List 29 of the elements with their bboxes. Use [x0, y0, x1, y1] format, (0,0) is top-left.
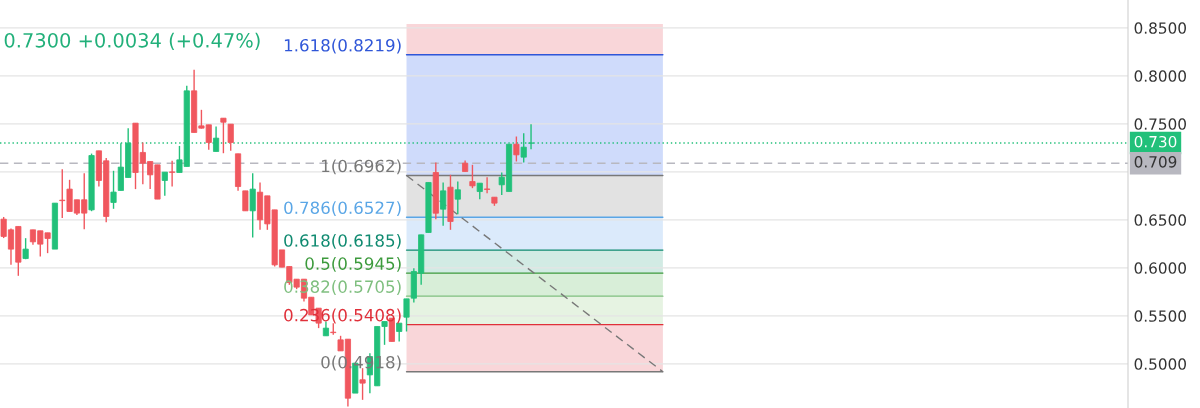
y-tick-label: 0.8500: [1134, 22, 1186, 34]
candlestick: [513, 135, 520, 163]
candlestick: [249, 172, 256, 239]
candlestick: [484, 176, 491, 194]
y-tick-label: 0.5500: [1134, 310, 1186, 322]
ref-line-label: 0.709: [1134, 156, 1177, 168]
ref-line-label: 0.730: [1134, 135, 1177, 148]
y-tick-label: 0.7500: [1134, 118, 1186, 130]
ref-line-label: 0.618(0.6185): [284, 233, 401, 249]
y-tick-label: 0.8000: [1134, 70, 1186, 82]
candlestick: [440, 181, 447, 227]
candlestick: [396, 322, 403, 343]
candlestick: [242, 190, 249, 212]
y-tick-label: 0.6000: [1134, 262, 1186, 274]
annotation: 0.7300 +0.0034 (+0.47%): [4, 32, 260, 50]
ref-line-label: 0.786(0.6527): [284, 201, 401, 216]
ref-line-label: 1.618(0.8219): [284, 38, 401, 54]
candlestick: [110, 170, 117, 210]
candlestick: [161, 171, 168, 197]
candlestick: [220, 117, 227, 154]
ref-line-label: 0.5(0.5945): [305, 257, 401, 272]
candlestick: [213, 125, 220, 153]
candlestick: [227, 123, 234, 152]
ref-line-label: 1(0.6962): [322, 159, 401, 175]
candlestick: [454, 180, 461, 215]
candlestick: [169, 160, 176, 188]
y-tick-label: 0.5000: [1134, 358, 1186, 370]
candlestick: [469, 164, 476, 189]
y-tick-label: 0.6500: [1134, 214, 1186, 226]
